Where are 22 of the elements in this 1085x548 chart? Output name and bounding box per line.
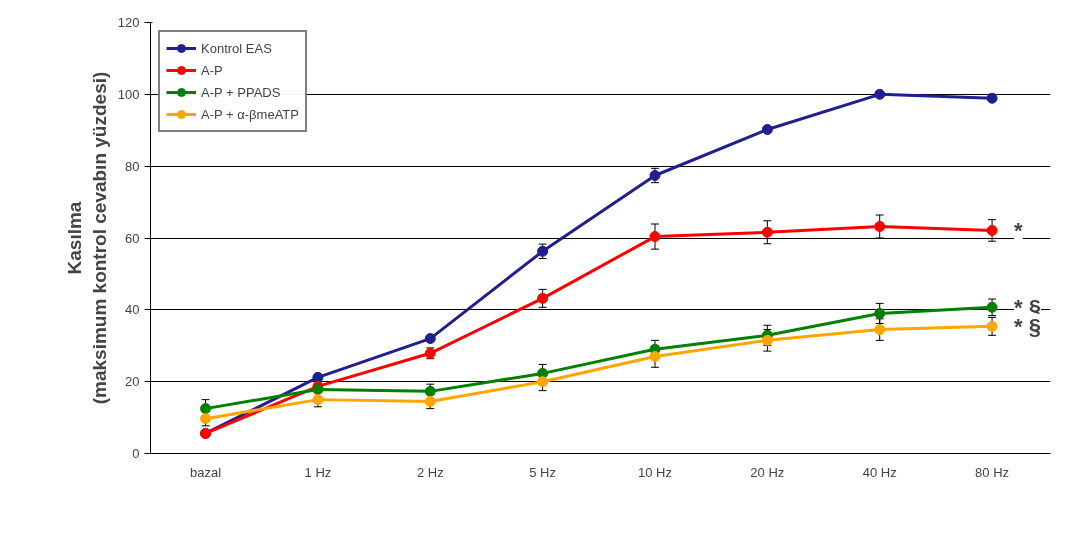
y-tick-label: 40 [125,302,140,318]
legend-label: A-P + α-βmeATP [201,106,299,122]
y-tick-label: 100 [117,86,140,102]
legend-label: A-P [201,62,223,78]
x-tick-label: 40 Hz [862,464,897,480]
legend-label: A-P + PPADS [201,84,281,100]
y-tick-label: 20 [125,374,140,390]
y-tick-label: 80 [125,158,140,174]
y-tick-label: 120 [117,15,140,30]
x-tick-label: 5 Hz [529,464,556,480]
y-tick-label: 0 [132,446,140,461]
x-tick-label: 10 Hz [638,464,672,480]
annotation: * § [1014,313,1041,339]
annotation: * [1014,217,1024,243]
legend-label: Kontrol EAS [201,40,272,56]
x-tick-label: 20 Hz [750,464,785,480]
x-tick-label: 2 Hz [416,464,444,480]
x-tick-label: 1 Hz [304,464,332,480]
x-tick-label: bazal [190,464,222,480]
y-axis-title: Kasılma (maksimum kontrol cevabın yüzdesi) [63,71,110,405]
y-tick-label: 60 [125,230,140,246]
x-tick-label: 80 Hz [975,464,1010,480]
